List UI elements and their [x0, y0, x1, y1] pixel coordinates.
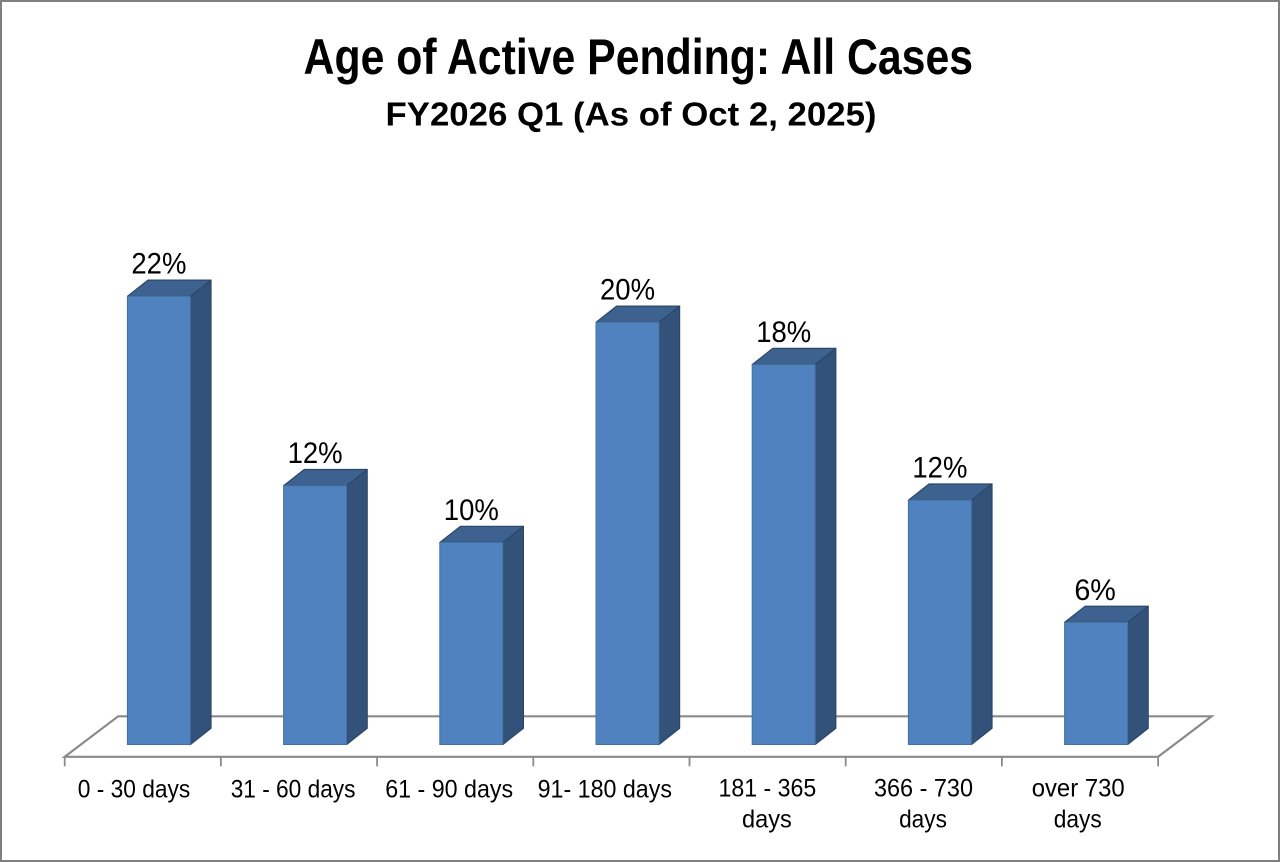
svg-text:days: days — [1054, 807, 1102, 834]
svg-text:22%: 22% — [131, 249, 186, 281]
svg-text:91- 180 days: 91- 180 days — [538, 777, 672, 804]
svg-text:61 - 90 days: 61 - 90 days — [385, 777, 513, 804]
svg-text:FY2026 Q1 (As of Oct 2, 2025): FY2026 Q1 (As of Oct 2, 2025) — [386, 96, 877, 134]
svg-text:20%: 20% — [600, 275, 655, 307]
svg-text:18%: 18% — [756, 317, 811, 349]
svg-text:6%: 6% — [1074, 575, 1116, 607]
svg-text:days: days — [899, 807, 947, 834]
svg-text:10%: 10% — [444, 495, 499, 527]
svg-text:31 - 60 days: 31 - 60 days — [231, 777, 356, 804]
svg-text:Age of Active Pending: All Cas: Age of Active Pending: All Cases — [304, 29, 974, 85]
svg-text:12%: 12% — [912, 453, 967, 485]
svg-text:0 - 30 days: 0 - 30 days — [78, 777, 191, 804]
svg-text:366 - 730: 366 - 730 — [874, 776, 973, 803]
svg-text:days: days — [742, 807, 792, 834]
svg-text:12%: 12% — [288, 438, 343, 470]
svg-text:181 - 365: 181 - 365 — [719, 776, 817, 803]
svg-text:over 730: over 730 — [1032, 776, 1125, 803]
